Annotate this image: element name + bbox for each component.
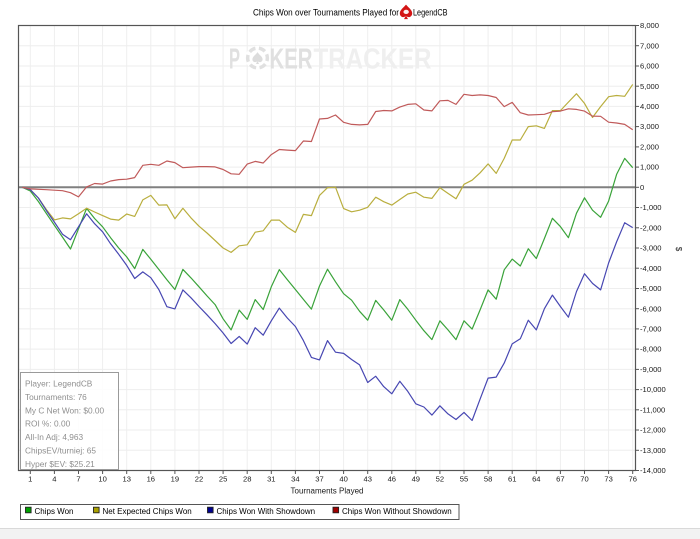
svg-text:6,000: 6,000 xyxy=(640,62,659,71)
svg-text:LegendCB: LegendCB xyxy=(413,7,448,17)
svg-text:-3,000: -3,000 xyxy=(640,244,662,253)
svg-text:-7,000: -7,000 xyxy=(640,325,662,334)
svg-text:7,000: 7,000 xyxy=(640,41,659,50)
svg-text:40: 40 xyxy=(339,475,347,484)
svg-text:ChipsEV/turniej: 65: ChipsEV/turniej: 65 xyxy=(25,446,96,456)
svg-text:49: 49 xyxy=(412,475,420,484)
svg-text:64: 64 xyxy=(532,475,540,484)
svg-text:-5,000: -5,000 xyxy=(640,284,662,293)
svg-text:43: 43 xyxy=(363,475,371,484)
svg-text:31: 31 xyxy=(267,475,275,484)
svg-text:5,000: 5,000 xyxy=(640,82,659,91)
svg-text:28: 28 xyxy=(243,475,251,484)
svg-text:67: 67 xyxy=(556,475,564,484)
svg-text:-12,000: -12,000 xyxy=(640,426,666,435)
svg-text:$: $ xyxy=(674,247,683,252)
svg-text:25: 25 xyxy=(219,475,227,484)
svg-text:TRACKER: TRACKER xyxy=(314,42,432,74)
svg-text:58: 58 xyxy=(484,475,492,484)
svg-text:8,000: 8,000 xyxy=(640,21,659,30)
svg-text:-9,000: -9,000 xyxy=(640,365,662,374)
svg-text:ROI %: 0.00: ROI %: 0.00 xyxy=(25,419,71,429)
svg-text:1,000: 1,000 xyxy=(640,163,659,172)
svg-text:61: 61 xyxy=(508,475,516,484)
svg-text:Tournaments: 76: Tournaments: 76 xyxy=(25,392,87,402)
svg-text:52: 52 xyxy=(436,475,444,484)
svg-text:-8,000: -8,000 xyxy=(640,345,662,354)
svg-text:-14,000: -14,000 xyxy=(640,466,666,475)
svg-text:-6,000: -6,000 xyxy=(640,304,662,313)
svg-text:4,000: 4,000 xyxy=(640,102,659,111)
svg-text:Chips Won: Chips Won xyxy=(35,507,74,516)
svg-text:-10,000: -10,000 xyxy=(640,385,666,394)
svg-text:4: 4 xyxy=(52,475,56,484)
svg-text:-11,000: -11,000 xyxy=(640,405,665,414)
svg-text:3,000: 3,000 xyxy=(640,122,659,131)
svg-text:Chips Won over Tournaments Pla: Chips Won over Tournaments Played for xyxy=(253,7,399,17)
svg-text:All-In Adj: 4,963: All-In Adj: 4,963 xyxy=(25,432,84,442)
svg-text:-2,000: -2,000 xyxy=(640,223,662,232)
svg-text:76: 76 xyxy=(628,475,636,484)
svg-text:70: 70 xyxy=(580,475,588,484)
svg-text:2,000: 2,000 xyxy=(640,143,659,152)
svg-text:34: 34 xyxy=(291,475,299,484)
svg-text:19: 19 xyxy=(171,475,179,484)
svg-text:Chips Won With Showdown: Chips Won With Showdown xyxy=(217,507,316,516)
svg-text:Tournaments Played: Tournaments Played xyxy=(291,487,364,496)
svg-text:7: 7 xyxy=(76,475,80,484)
svg-text:55: 55 xyxy=(460,475,468,484)
svg-text:Chips Won Without Showdown: Chips Won Without Showdown xyxy=(342,507,452,516)
svg-text:-13,000: -13,000 xyxy=(640,446,666,455)
svg-text:My C Net Won: $0.00: My C Net Won: $0.00 xyxy=(25,405,105,415)
svg-text:Hyper $EV: $25.21: Hyper $EV: $25.21 xyxy=(25,459,95,469)
svg-text:-1,000: -1,000 xyxy=(640,203,662,212)
svg-text:16: 16 xyxy=(147,475,155,484)
svg-text:KER: KER xyxy=(270,42,313,74)
svg-text:46: 46 xyxy=(388,475,396,484)
svg-text:73: 73 xyxy=(604,475,612,484)
svg-text:0: 0 xyxy=(640,183,644,192)
svg-text:Net Expected Chips Won: Net Expected Chips Won xyxy=(103,507,192,516)
svg-text:37: 37 xyxy=(315,475,323,484)
svg-text:1: 1 xyxy=(28,475,32,484)
svg-text:P: P xyxy=(229,42,240,74)
svg-text:-4,000: -4,000 xyxy=(640,264,662,273)
svg-text:22: 22 xyxy=(195,475,203,484)
svg-text:13: 13 xyxy=(122,475,130,484)
svg-text:10: 10 xyxy=(98,475,106,484)
svg-text:Player: LegendCB: Player: LegendCB xyxy=(25,379,93,389)
